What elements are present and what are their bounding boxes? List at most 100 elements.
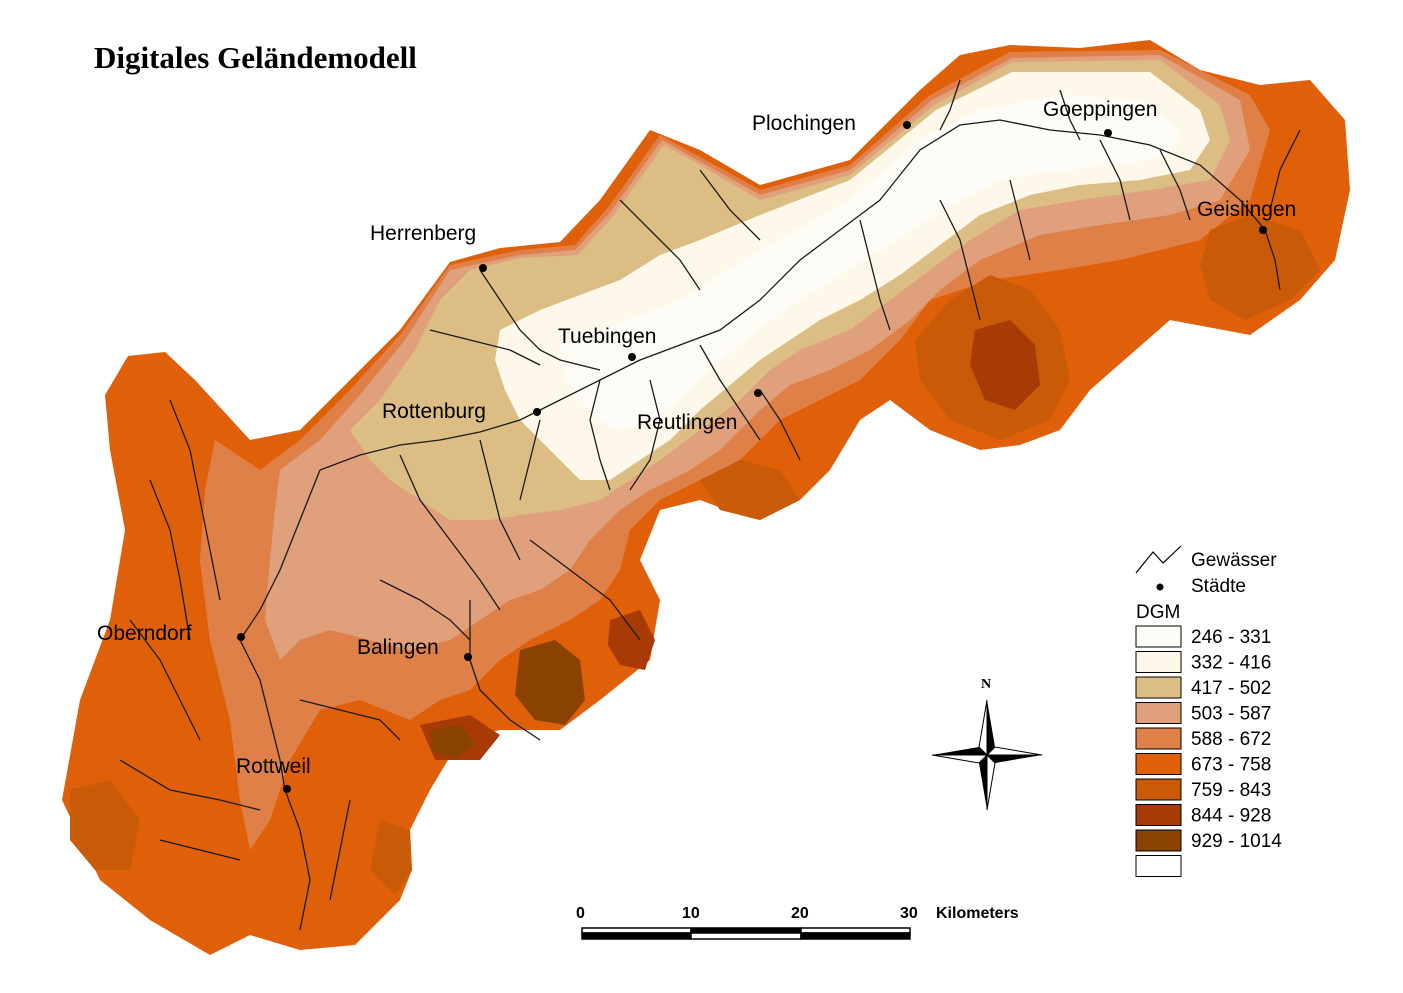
city-legend-icon xyxy=(1156,583,1164,591)
legend-swatch xyxy=(1135,855,1182,877)
terrain-zone-929-1014 xyxy=(430,725,475,758)
legend-class-label: 417 - 502 xyxy=(1191,678,1271,699)
city-reutlingen[interactable]: Reutlingen xyxy=(637,389,762,434)
legend-swatch xyxy=(1135,778,1182,801)
city-tuebingen[interactable]: Tuebingen xyxy=(558,325,656,361)
city-label: Goeppingen xyxy=(1043,98,1157,121)
scale-tick-label: 20 xyxy=(791,905,809,922)
map-title: Digitales Geländemodell xyxy=(94,40,417,75)
river-tributary xyxy=(399,454,501,611)
city-plochingen[interactable]: Plochingen xyxy=(752,112,911,135)
city-label: Rottenburg xyxy=(382,400,486,423)
scale-tick-label: 30 xyxy=(900,905,918,922)
city-label: Geislingen xyxy=(1197,198,1296,221)
river-tributary xyxy=(119,759,261,811)
north-arrow: N xyxy=(931,677,1043,811)
river-tributary xyxy=(1264,229,1281,291)
river-tributary xyxy=(299,699,401,741)
city-label: Tuebingen xyxy=(558,325,656,348)
terrain-zone-759-843 xyxy=(70,780,140,870)
legend-rivers-label: Gewässer xyxy=(1191,550,1277,571)
city-dot xyxy=(533,408,541,416)
city-herrenberg[interactable]: Herrenberg xyxy=(370,222,487,272)
river-tributary xyxy=(239,639,286,791)
river-tributary xyxy=(619,199,701,291)
scale-segment xyxy=(800,932,911,940)
city-oberndorf[interactable]: Oberndorf xyxy=(97,622,245,645)
river-tributary xyxy=(529,539,641,641)
city-dot xyxy=(754,389,762,397)
legend-classes: 246 - 331 332 - 416 417 - 502 503 - 587 588 … xyxy=(1135,625,1282,877)
legend-cities-label: Städte xyxy=(1191,576,1246,597)
river-tributary xyxy=(1099,139,1131,221)
river-tributary xyxy=(519,419,541,501)
north-arrow-icon xyxy=(979,755,987,810)
river-tributary xyxy=(239,469,321,641)
city-label: Rottweil xyxy=(236,755,311,778)
legend-class-label: 929 - 1014 xyxy=(1191,831,1282,852)
terrain-zone-844-928 xyxy=(608,610,655,670)
river-tributary xyxy=(129,619,201,741)
city-rottweil[interactable]: Rottweil xyxy=(236,755,311,793)
city-geislingen[interactable]: Geislingen xyxy=(1197,198,1296,234)
river-tributary xyxy=(699,169,761,241)
north-label: N xyxy=(981,677,991,692)
legend-swatch xyxy=(1135,753,1182,775)
river-tributary xyxy=(169,399,221,601)
north-arrow-icon xyxy=(987,755,1042,763)
scale-unit-label: Kilometers xyxy=(936,905,1019,922)
legend-swatch xyxy=(1135,829,1182,852)
terrain-zone-929-1014 xyxy=(515,640,585,725)
city-rottenburg[interactable]: Rottenburg xyxy=(382,400,541,423)
legend-dgm-label: DGM xyxy=(1136,602,1180,623)
legend-class-label: 332 - 416 xyxy=(1191,653,1271,674)
north-arrow-icon xyxy=(932,747,987,755)
river-tributary xyxy=(469,659,541,741)
north-arrow-icon xyxy=(931,754,989,764)
river-tributary xyxy=(284,789,311,931)
scale-tick-label: 10 xyxy=(682,905,700,922)
river-tributary xyxy=(1009,179,1031,261)
river-tributary xyxy=(939,199,981,321)
terrain-zone-759-843 xyxy=(1200,215,1320,320)
river-tributary xyxy=(479,269,601,371)
river-tributary xyxy=(149,479,191,641)
river-tributary xyxy=(1059,89,1081,141)
city-dot xyxy=(903,121,911,129)
terrain-layer xyxy=(62,40,1350,955)
river-tributary xyxy=(429,329,541,366)
river-tributary xyxy=(859,219,891,331)
cities-layer: Plochingen Goeppingen Geislingen Herrenb… xyxy=(97,98,1296,793)
terrain-zone-759-843 xyxy=(370,820,412,895)
city-dot xyxy=(237,633,245,641)
legend-swatch xyxy=(1135,676,1182,699)
river-tributary xyxy=(589,379,611,491)
river-tributary xyxy=(1269,129,1301,211)
city-dot xyxy=(628,353,636,361)
north-arrow-icon xyxy=(978,699,988,757)
north-arrow-icon xyxy=(986,753,996,811)
city-balingen[interactable]: Balingen xyxy=(357,636,472,661)
scale-tick-label: 0 xyxy=(576,905,585,922)
legend-class-label: 588 - 672 xyxy=(1191,729,1271,750)
river-tributary xyxy=(159,839,241,861)
city-dot xyxy=(1259,226,1267,234)
river-tributary xyxy=(479,439,521,561)
river-tributary xyxy=(379,579,471,641)
city-dot xyxy=(1104,129,1112,137)
river-tributary xyxy=(629,379,661,491)
city-label: Plochingen xyxy=(752,112,856,135)
scale-segment xyxy=(581,932,692,940)
legend-class-label: 673 - 758 xyxy=(1191,755,1271,776)
legend-swatch xyxy=(1135,804,1182,826)
city-label: Oberndorf xyxy=(97,622,192,645)
terrain-zone-246-331 xyxy=(560,95,1180,430)
scale-segment xyxy=(690,932,802,940)
city-dot xyxy=(464,653,472,661)
rivers-layer xyxy=(119,79,1301,931)
city-label: Reutlingen xyxy=(637,411,737,434)
city-goeppingen[interactable]: Goeppingen xyxy=(1043,98,1157,137)
river-tributary xyxy=(939,79,961,131)
city-label: Balingen xyxy=(357,636,439,659)
